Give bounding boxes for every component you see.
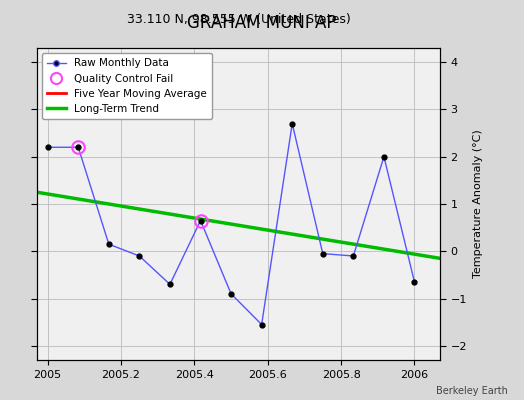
Y-axis label: Temperature Anomaly (°C): Temperature Anomaly (°C): [473, 130, 483, 278]
Text: Berkeley Earth: Berkeley Earth: [436, 386, 508, 396]
Legend: Raw Monthly Data, Quality Control Fail, Five Year Moving Average, Long-Term Tren: Raw Monthly Data, Quality Control Fail, …: [42, 53, 212, 119]
Text: GRAHAM MUNI AP: GRAHAM MUNI AP: [187, 14, 337, 32]
Title: 33.110 N, 98.555 W (United States): 33.110 N, 98.555 W (United States): [126, 13, 351, 26]
